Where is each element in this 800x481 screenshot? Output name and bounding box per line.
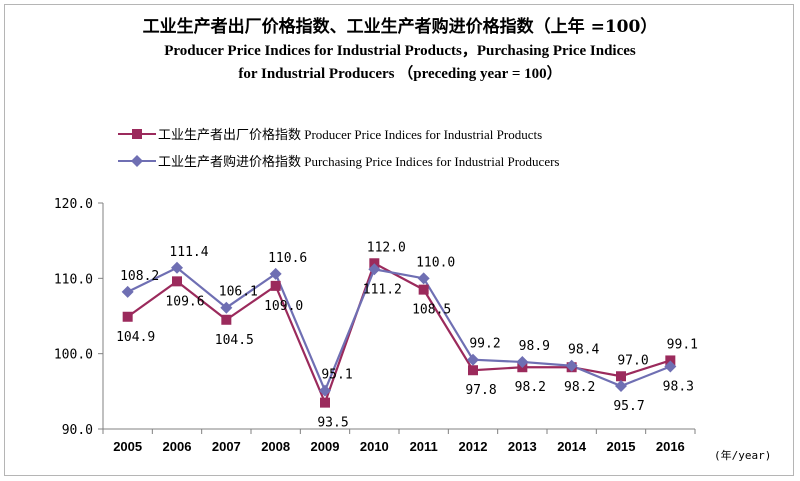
data-point-purchasing xyxy=(319,384,331,397)
data-label-producer: 109.6 xyxy=(165,294,204,309)
data-point-purchasing xyxy=(171,261,183,274)
data-point-purchasing xyxy=(516,355,529,368)
legend-diamond-marker-icon xyxy=(118,154,156,167)
legend-item-producer: 工业生产者出厂价格指数 Producer Price Indices for I… xyxy=(118,124,542,143)
y-tick-label: 100.0 xyxy=(54,348,93,363)
x-tick-label: 2006 xyxy=(163,439,192,454)
data-point-purchasing xyxy=(467,353,479,366)
data-label-producer: 104.9 xyxy=(116,330,155,345)
y-tick-label: 120.0 xyxy=(54,197,93,212)
data-point-producer xyxy=(468,365,478,376)
data-label-purchasing: 95.1 xyxy=(321,368,352,383)
data-label-purchasing: 95.7 xyxy=(613,399,644,414)
data-label-producer: 98.2 xyxy=(515,380,546,395)
data-label-purchasing: 98.3 xyxy=(663,379,694,394)
data-point-producer xyxy=(418,284,429,295)
data-point-producer xyxy=(172,276,182,287)
data-label-producer: 93.5 xyxy=(317,416,348,431)
data-label-producer: 112.0 xyxy=(367,240,406,255)
data-point-producer xyxy=(270,280,281,291)
data-label-producer: 109.0 xyxy=(264,299,303,314)
data-point-purchasing xyxy=(615,380,627,393)
data-label-producer: 98.2 xyxy=(564,380,595,395)
data-point-purchasing xyxy=(664,360,677,373)
x-tick-label: 2014 xyxy=(557,439,587,454)
data-point-purchasing xyxy=(368,263,381,276)
data-label-producer: 104.5 xyxy=(215,333,254,348)
series-line-purchasing xyxy=(127,266,671,394)
data-label-purchasing: 111.2 xyxy=(363,282,402,297)
x-tick-label: 2007 xyxy=(212,439,241,454)
chart-subtitle-line2: for Industrial Producers （preceding year… xyxy=(238,66,562,82)
legend-label-producer: 工业生产者出厂价格指数 Producer Price Indices for I… xyxy=(158,127,543,142)
x-tick-label: 2005 xyxy=(113,439,142,454)
data-point-purchasing xyxy=(220,301,233,314)
data-point-producer xyxy=(616,371,626,382)
data-point-producer xyxy=(320,397,330,408)
data-label-producer: 99.1 xyxy=(667,337,698,352)
y-tick-label: 90.0 xyxy=(62,423,93,438)
chart-subtitle-line1: Producer Price Indices for Industrial Pr… xyxy=(164,43,636,59)
data-point-purchasing xyxy=(269,267,282,280)
data-point-producer xyxy=(221,314,232,325)
legend-label-purchasing: 工业生产者购进价格指数 Purchasing Price Indices for… xyxy=(158,154,560,169)
x-tick-label: 2008 xyxy=(261,439,290,454)
data-point-purchasing xyxy=(417,272,430,285)
data-label-producer: 97.8 xyxy=(465,383,496,398)
y-tick-label: 110.0 xyxy=(54,272,93,287)
legend-square-marker-icon xyxy=(118,128,156,140)
chart-title: 工业生产者出厂价格指数、工业生产者购进价格指数（上年 =100） xyxy=(142,17,658,37)
data-point-producer xyxy=(369,258,380,269)
data-label-purchasing: 110.6 xyxy=(268,251,307,266)
x-tick-label: 2011 xyxy=(410,439,438,454)
data-label-purchasing: 98.4 xyxy=(568,343,599,358)
x-tick-label: 2009 xyxy=(311,439,340,454)
data-label-purchasing: 106.1 xyxy=(219,285,258,300)
x-axis-unit: (年/year) xyxy=(714,449,772,462)
data-label-producer: 108.5 xyxy=(412,303,451,318)
data-label-producer: 97.0 xyxy=(617,353,648,368)
x-tick-label: 2016 xyxy=(656,439,685,454)
data-point-purchasing xyxy=(565,359,578,372)
data-label-purchasing: 111.4 xyxy=(169,245,208,260)
data-label-purchasing: 110.0 xyxy=(416,255,455,270)
data-point-producer xyxy=(665,355,676,366)
legend-item-purchasing: 工业生产者购进价格指数 Purchasing Price Indices for… xyxy=(118,151,560,170)
data-point-purchasing xyxy=(121,285,134,298)
x-tick-label: 2015 xyxy=(607,439,636,454)
chart-frame xyxy=(4,4,794,476)
data-point-producer xyxy=(122,311,133,322)
data-label-purchasing: 108.2 xyxy=(120,269,159,284)
x-tick-label: 2013 xyxy=(508,439,537,454)
data-label-purchasing: 98.9 xyxy=(519,339,550,354)
x-tick-label: 2010 xyxy=(360,439,389,454)
data-label-purchasing: 99.2 xyxy=(469,337,500,352)
x-tick-label: 2012 xyxy=(459,439,488,454)
